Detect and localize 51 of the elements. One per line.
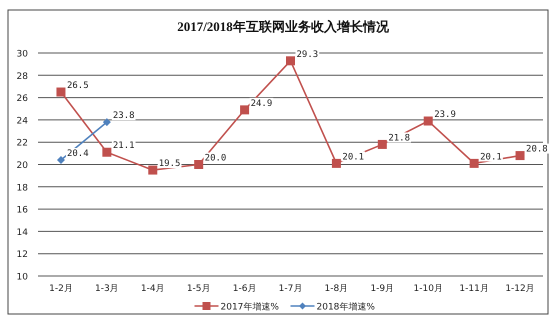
- point: [332, 158, 341, 168]
- data-label: 29.3: [296, 50, 318, 60]
- x-tick-label: 1-11月: [459, 284, 489, 294]
- data-label: 20.1: [480, 152, 502, 162]
- y-tick-label: 22: [16, 138, 28, 149]
- x-tick-label: 1-12月: [505, 284, 535, 294]
- point: [102, 148, 112, 157]
- point: [286, 56, 295, 66]
- y-tick-label: 10: [16, 272, 28, 282]
- y-tick-label: 24: [16, 116, 28, 126]
- point: [424, 116, 433, 126]
- x-tick-label: 1-8月: [324, 284, 348, 294]
- point: [516, 151, 525, 160]
- data-label: 20.4: [66, 149, 89, 160]
- data-label: 20.1: [342, 152, 364, 162]
- y-tick-label: 16: [16, 206, 28, 216]
- point: [102, 118, 111, 126]
- x-tick-label: 1-3月: [95, 284, 119, 294]
- y-tick-label: 26: [16, 94, 28, 104]
- legend-label: 2018年增速%: [316, 302, 376, 312]
- y-tick-label: 18: [16, 183, 28, 194]
- point: [378, 140, 387, 149]
- x-tick-label: 1-10月: [414, 284, 443, 294]
- y-tick-label: 30: [16, 50, 28, 60]
- data-label: 21.8: [388, 133, 410, 144]
- data-label: 23.9: [434, 110, 456, 120]
- x-tick-label: 1-6月: [232, 284, 256, 294]
- x-tick-label: 1-7月: [278, 284, 302, 294]
- data-label: 20.0: [204, 154, 226, 164]
- chart-title: 2017/2018年互联网业务收入增长情况: [177, 19, 390, 34]
- data-label: 26.5: [66, 81, 89, 92]
- point: [194, 160, 204, 169]
- data-label: 21.1: [112, 141, 135, 152]
- y-tick-label: 14: [16, 228, 28, 238]
- point: [470, 158, 479, 168]
- x-tick-label: 1-2月: [49, 284, 73, 294]
- point: [56, 156, 65, 164]
- y-tick-label: 28: [16, 72, 28, 82]
- y-tick-label: 20: [16, 161, 28, 171]
- point: [148, 166, 158, 175]
- data-label: 19.5: [158, 159, 180, 170]
- data-label: 23.8: [112, 111, 135, 122]
- data-label: 20.8: [526, 144, 548, 155]
- x-tick-label: 1-4月: [140, 284, 165, 294]
- point: [56, 88, 66, 97]
- data-label: 24.9: [250, 98, 272, 109]
- y-tick-label: 12: [16, 250, 28, 260]
- legend-label: 2017年增速%: [220, 302, 280, 312]
- x-tick-label: 1-9月: [370, 284, 394, 294]
- point: [240, 105, 250, 114]
- x-tick-label: 1-5月: [186, 284, 211, 294]
